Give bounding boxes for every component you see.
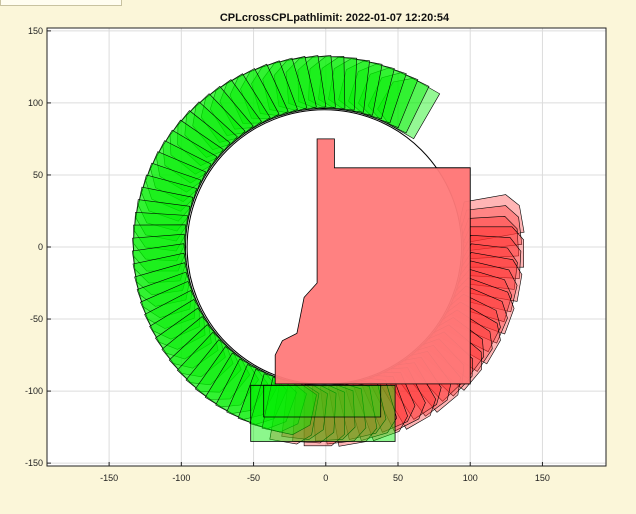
y-tick-label: -50 (30, 314, 43, 324)
x-tick-label: -150 (100, 473, 118, 483)
y-tick-label: 0 (38, 242, 43, 252)
x-tick-label: 0 (323, 473, 328, 483)
x-tick-label: 150 (535, 473, 550, 483)
y-tick-label: 50 (33, 170, 43, 180)
x-tick-label: 100 (463, 473, 478, 483)
x-tick-label: -50 (247, 473, 260, 483)
y-tick-label: -100 (25, 386, 43, 396)
tick-marks: -150 -100 -50 0 50 100 150 -150 -100 -50 0 50 100 150 (25, 26, 550, 483)
y-tick-label: 100 (28, 98, 43, 108)
y-tick-label: -150 (25, 458, 43, 468)
chart-title: CPLcrossCPLpathlimit: 2022-01-07 12:20:5… (220, 12, 450, 24)
x-tick-label: -100 (172, 473, 190, 483)
axes-area: -150 -100 -50 0 50 100 150 -150 -100 -50 0 50 100 150 (25, 26, 607, 483)
x-tick-label: 50 (393, 473, 403, 483)
green-inner-block (263, 384, 382, 418)
central-polygon-overlay (274, 138, 471, 385)
y-tick-label: 150 (28, 26, 43, 36)
figure-tab (0, 0, 122, 6)
plot-shapes (131, 55, 525, 447)
